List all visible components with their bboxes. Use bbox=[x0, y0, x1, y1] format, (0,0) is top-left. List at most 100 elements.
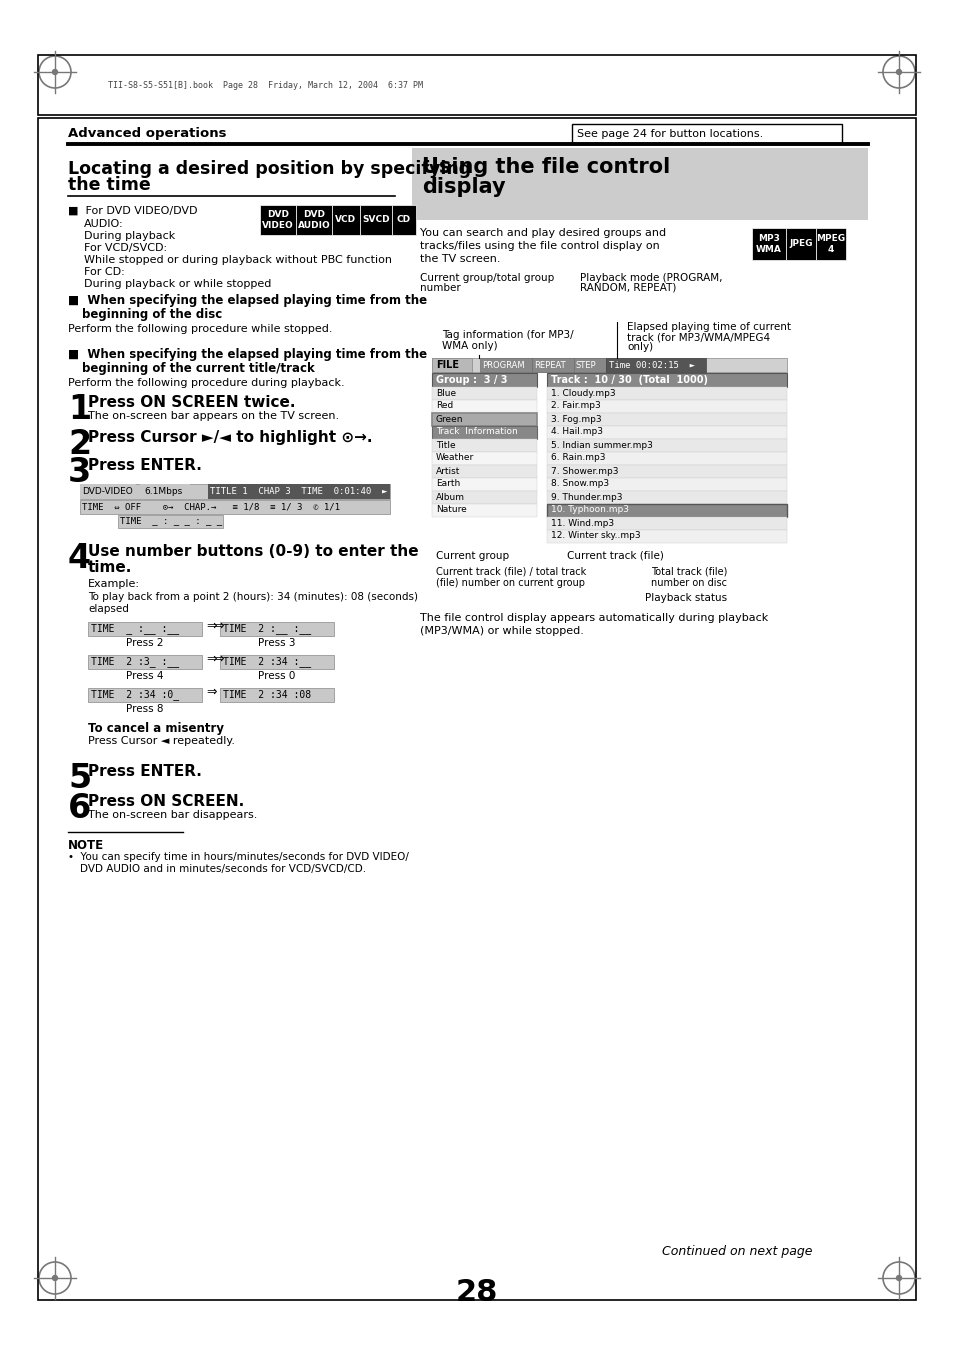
Bar bbox=[546, 413, 786, 426]
Text: the time: the time bbox=[68, 176, 151, 195]
Text: Use number buttons (0-9) to enter the: Use number buttons (0-9) to enter the bbox=[88, 544, 418, 559]
Bar bbox=[574, 358, 605, 372]
Text: Nature: Nature bbox=[436, 505, 466, 515]
Circle shape bbox=[52, 69, 57, 74]
Bar bbox=[332, 205, 359, 235]
Text: Press 3: Press 3 bbox=[258, 638, 295, 648]
Text: display: display bbox=[421, 177, 505, 197]
Text: Press 2: Press 2 bbox=[126, 638, 164, 648]
Text: 28: 28 bbox=[456, 1278, 497, 1306]
Text: FILE: FILE bbox=[436, 359, 458, 370]
Text: (MP3/WMA) or while stopped.: (MP3/WMA) or while stopped. bbox=[419, 626, 583, 636]
Text: TIME  2 :34 :0_: TIME 2 :34 :0_ bbox=[91, 689, 179, 700]
Text: Press ON SCREEN.: Press ON SCREEN. bbox=[88, 794, 244, 809]
Text: DVD
AUDIO: DVD AUDIO bbox=[297, 211, 330, 230]
Bar bbox=[220, 655, 334, 669]
Bar bbox=[751, 228, 785, 259]
Text: 1. Cloudy.mp3: 1. Cloudy.mp3 bbox=[551, 389, 615, 397]
Text: ⇒: ⇒ bbox=[213, 653, 224, 666]
Text: TIME  2 :3_ :__: TIME 2 :3_ :__ bbox=[91, 657, 179, 667]
Text: VCD: VCD bbox=[335, 216, 356, 224]
Bar bbox=[546, 426, 786, 439]
Text: Using the file control: Using the file control bbox=[421, 157, 670, 177]
Text: 2. Fair.mp3: 2. Fair.mp3 bbox=[551, 401, 600, 411]
Text: The file control display appears automatically during playback: The file control display appears automat… bbox=[419, 613, 767, 623]
Text: track (for MP3/WMA/MPEG4: track (for MP3/WMA/MPEG4 bbox=[626, 332, 769, 342]
Bar bbox=[785, 228, 815, 259]
Text: Total track (file): Total track (file) bbox=[650, 567, 726, 577]
Text: Album: Album bbox=[436, 493, 464, 501]
Text: beginning of the current title/track: beginning of the current title/track bbox=[82, 362, 314, 376]
Text: Press Cursor ►/◄ to highlight ⊙→.: Press Cursor ►/◄ to highlight ⊙→. bbox=[88, 430, 372, 444]
Text: tracks/files using the file control display on: tracks/files using the file control disp… bbox=[419, 240, 659, 251]
Text: Press 4: Press 4 bbox=[126, 671, 164, 681]
Text: Title: Title bbox=[436, 440, 456, 450]
Text: Track  Information: Track Information bbox=[436, 427, 517, 436]
Text: 1: 1 bbox=[68, 393, 91, 426]
Text: RANDOM, REPEAT): RANDOM, REPEAT) bbox=[579, 282, 676, 293]
Bar bbox=[220, 621, 334, 636]
Text: ■  For DVD VIDEO/DVD: ■ For DVD VIDEO/DVD bbox=[68, 205, 197, 216]
Text: Blue: Blue bbox=[436, 389, 456, 397]
Text: 12. Winter sky..mp3: 12. Winter sky..mp3 bbox=[551, 531, 640, 540]
Text: Current track (file) / total track: Current track (file) / total track bbox=[436, 567, 586, 577]
Bar bbox=[546, 478, 786, 490]
Text: JPEG: JPEG bbox=[788, 239, 812, 249]
Text: AUDIO:: AUDIO: bbox=[84, 219, 124, 230]
Bar bbox=[815, 228, 845, 259]
Text: 11. Wind.mp3: 11. Wind.mp3 bbox=[551, 519, 614, 527]
Bar bbox=[432, 453, 537, 465]
Text: TITLE 1  CHAP 3  TIME  0:01:40  ►: TITLE 1 CHAP 3 TIME 0:01:40 ► bbox=[210, 486, 387, 496]
Text: To cancel a misentry: To cancel a misentry bbox=[88, 721, 224, 735]
Text: ■  When specifying the elapsed playing time from the: ■ When specifying the elapsed playing ti… bbox=[68, 295, 427, 307]
Bar bbox=[392, 205, 416, 235]
Bar bbox=[432, 400, 537, 413]
Text: TIME  _ : _ _ : _ _: TIME _ : _ _ : _ _ bbox=[120, 516, 222, 526]
Text: 6: 6 bbox=[68, 792, 91, 825]
Text: You can search and play desired groups and: You can search and play desired groups a… bbox=[419, 228, 665, 238]
Bar bbox=[38, 118, 915, 1300]
Text: SVCD: SVCD bbox=[362, 216, 390, 224]
Text: (file) number on current group: (file) number on current group bbox=[436, 578, 584, 588]
Bar bbox=[118, 515, 223, 528]
Text: TIME  2 :34 :__: TIME 2 :34 :__ bbox=[223, 657, 311, 667]
Bar bbox=[38, 55, 915, 115]
Bar bbox=[546, 517, 786, 530]
Text: 6. Rain.mp3: 6. Rain.mp3 bbox=[551, 454, 605, 462]
Text: 3. Fog.mp3: 3. Fog.mp3 bbox=[551, 415, 601, 423]
Bar bbox=[432, 358, 786, 372]
Text: 3: 3 bbox=[68, 457, 91, 489]
Text: Perform the following procedure during playback.: Perform the following procedure during p… bbox=[68, 378, 344, 388]
Text: beginning of the disc: beginning of the disc bbox=[82, 308, 222, 322]
Text: The on-screen bar disappears.: The on-screen bar disappears. bbox=[88, 811, 257, 820]
Text: Press Cursor ◄ repeatedly.: Press Cursor ◄ repeatedly. bbox=[88, 736, 234, 746]
Bar bbox=[80, 500, 390, 513]
Bar bbox=[546, 504, 786, 517]
Text: 6.1Mbps: 6.1Mbps bbox=[144, 486, 182, 496]
Text: 5. Indian summer.mp3: 5. Indian summer.mp3 bbox=[551, 440, 652, 450]
Text: 4. Hail.mp3: 4. Hail.mp3 bbox=[551, 427, 602, 436]
Text: Weather: Weather bbox=[436, 454, 474, 462]
Text: NOTE: NOTE bbox=[68, 839, 104, 852]
Text: To play back from a point 2 (hours): 34 (minutes): 08 (seconds): To play back from a point 2 (hours): 34 … bbox=[88, 592, 417, 603]
Text: Current group/total group: Current group/total group bbox=[419, 273, 554, 282]
Text: TIME  _ :__ :__: TIME _ :__ :__ bbox=[91, 624, 179, 635]
Text: Earth: Earth bbox=[436, 480, 459, 489]
Text: the TV screen.: the TV screen. bbox=[419, 254, 500, 263]
Text: Locating a desired position by specifying: Locating a desired position by specifyin… bbox=[68, 159, 471, 178]
Circle shape bbox=[896, 1275, 901, 1281]
Text: Track :  10 / 30  (Total  1000): Track : 10 / 30 (Total 1000) bbox=[551, 376, 707, 385]
Text: TII-S8-S5-S51[B].book  Page 28  Friday, March 12, 2004  6:37 PM: TII-S8-S5-S51[B].book Page 28 Friday, Ma… bbox=[108, 81, 422, 89]
Text: REPEAT: REPEAT bbox=[534, 361, 565, 370]
Text: elapsed: elapsed bbox=[88, 604, 129, 613]
Text: Playback status: Playback status bbox=[644, 593, 726, 603]
Text: Red: Red bbox=[436, 401, 453, 411]
Text: Tag information (for MP3/: Tag information (for MP3/ bbox=[441, 330, 573, 340]
Text: During playback: During playback bbox=[84, 231, 175, 240]
Text: PROGRAM: PROGRAM bbox=[481, 361, 524, 370]
Text: CD: CD bbox=[396, 216, 411, 224]
Bar bbox=[432, 358, 472, 372]
Text: Playback mode (PROGRAM,: Playback mode (PROGRAM, bbox=[579, 273, 721, 282]
Bar bbox=[432, 413, 537, 426]
Text: 10. Typhoon.mp3: 10. Typhoon.mp3 bbox=[551, 505, 628, 515]
